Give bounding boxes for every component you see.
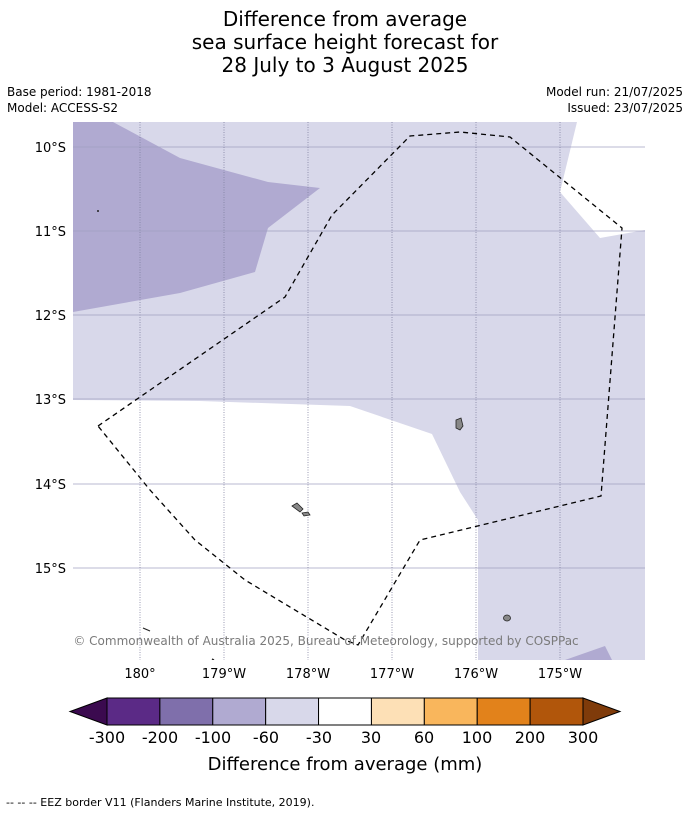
colorbar-block [159, 697, 214, 726]
islet-sw [142, 627, 151, 632]
colorbar-blocks [106, 697, 584, 726]
cbar-tick: 200 [515, 728, 546, 747]
colorbar-max-extension [582, 697, 622, 726]
model-run: Model run: 21/07/2025 [545, 85, 683, 99]
colorbar-block [529, 697, 584, 726]
longitude-labels: 180° 179°W 178°W 177°W 176°W 175°W [124, 667, 582, 682]
islet-s [211, 658, 215, 660]
colorbar-block [212, 697, 267, 726]
island-futuna [455, 417, 464, 431]
anomaly-field-neutral-bottom [430, 606, 478, 660]
colorbar-block [106, 697, 161, 726]
anomaly-field-medium [73, 122, 320, 312]
title-line-3: 28 July to 3 August 2025 [221, 53, 469, 77]
base-period: Base period: 1981-2018 [7, 85, 152, 99]
latitude-labels: 10°S 11°S 12°S 13°S 14°S 15°S [35, 141, 66, 577]
lat-label: 14°S [35, 478, 66, 493]
model-name: Model: ACCESS-S2 [7, 101, 119, 115]
cbar-tick: 300 [568, 728, 599, 747]
anomaly-field-neutral-ne [560, 122, 645, 238]
colorbar-tick-labels: -300 -200 -100 -60 -30 30 60 100 200 300 [89, 728, 598, 747]
cbar-tick: -60 [253, 728, 279, 747]
lat-label: 15°S [35, 562, 66, 577]
map-panel: © Commonwealth of Australia 2025, Bureau… [73, 122, 645, 660]
copyright-text: © Commonwealth of Australia 2025, Bureau… [73, 634, 578, 648]
island-wallis [291, 502, 304, 513]
cbar-tick: 30 [361, 728, 381, 747]
colorbar-min-extension [68, 697, 108, 726]
lon-label: 179°W [202, 667, 246, 682]
lon-label: 176°W [454, 667, 498, 682]
lat-label: 13°S [35, 393, 66, 408]
colorbar-label: Difference from average (mm) [208, 754, 483, 775]
meta-right: Model run: 21/07/2025 Issued: 23/07/2025 [546, 84, 683, 116]
island-east [503, 614, 511, 622]
anomaly-field-medium-se [565, 646, 612, 660]
meta-left: Base period: 1981-2018 Model: ACCESS-S2 [7, 84, 152, 116]
lon-label: 180° [124, 667, 155, 682]
cbar-tick: 100 [462, 728, 493, 747]
cbar-tick: 60 [414, 728, 434, 747]
colorbar-block [318, 697, 372, 726]
anomaly-field-neutral [73, 400, 478, 660]
cbar-tick: -300 [89, 728, 125, 747]
colorbar: -300 -200 -100 -60 -30 30 60 100 200 300… [68, 697, 622, 775]
eez-source-note: -- -- -- EEZ border V11 (Flanders Marine… [6, 796, 315, 809]
island-small [301, 511, 311, 517]
cbar-tick: -30 [306, 728, 332, 747]
map-title: Difference from average sea surface heig… [0, 8, 690, 77]
title-line-1: Difference from average [222, 7, 468, 31]
lon-label: 177°W [370, 667, 414, 682]
lon-label: 175°W [538, 667, 582, 682]
colorbar-block [370, 697, 425, 726]
colorbar-block [265, 697, 320, 726]
lat-label: 12°S [35, 309, 66, 324]
cbar-tick: -100 [195, 728, 231, 747]
lat-label: 10°S [35, 141, 66, 156]
eez-border [97, 131, 623, 646]
longitude-gridlines [139, 122, 561, 660]
lon-label: 178°W [286, 667, 330, 682]
colorbar-block [423, 697, 478, 726]
lat-label: 11°S [35, 225, 66, 240]
issued-date: Issued: 23/07/2025 [567, 101, 683, 115]
colorbar-block [476, 697, 531, 726]
latitude-gridlines [73, 146, 645, 569]
cbar-tick: -200 [142, 728, 178, 747]
islet-nw [97, 210, 99, 212]
title-line-2: sea surface height forecast for [191, 30, 499, 54]
